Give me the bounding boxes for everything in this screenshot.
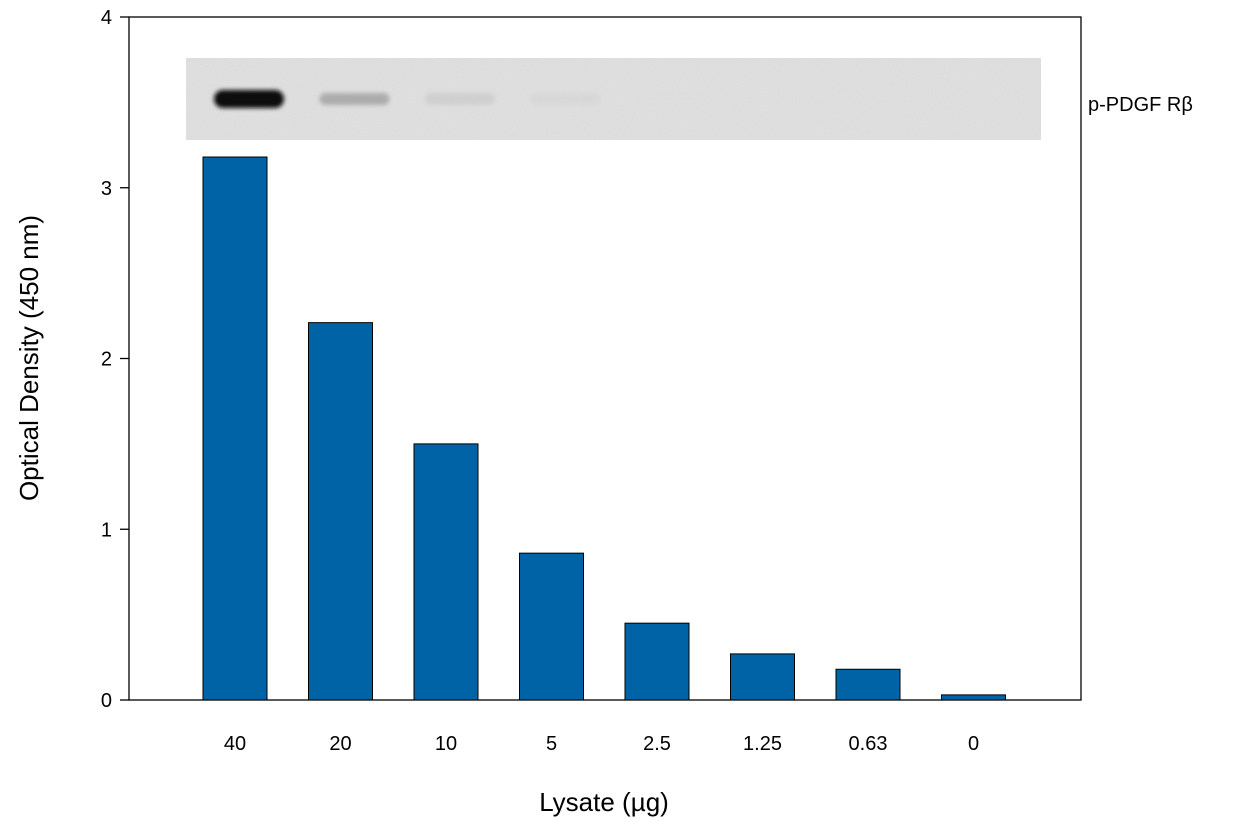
y-axis-ticks (120, 16, 129, 701)
blot-band (425, 93, 495, 105)
blot-band (636, 93, 706, 105)
x-axis-title: Lysate (µg) (539, 787, 669, 817)
bar (413, 443, 479, 701)
blot-band (214, 90, 284, 108)
x-tick-label: 20 (329, 733, 351, 755)
y-axis-title: Optical Density (450 nm) (14, 215, 44, 501)
x-tick-label: 2.5 (643, 733, 671, 755)
bar (835, 668, 901, 701)
x-axis-tick-labels: 40 20 10 5 2.5 1.25 0.63 0 (224, 733, 979, 755)
bar (308, 322, 373, 701)
y-tick-label: 3 (101, 178, 112, 200)
blot-band (319, 93, 390, 105)
x-tick-label: 0 (968, 733, 979, 755)
x-tick-label: 5 (546, 733, 557, 755)
bar (519, 552, 584, 701)
y-tick-label: 2 (101, 349, 112, 371)
x-tick-label: 40 (224, 733, 246, 755)
western-blot-inset (186, 58, 1041, 140)
blot-band (530, 93, 601, 105)
x-tick-label: 1.25 (743, 733, 782, 755)
y-tick-label: 0 (101, 690, 112, 712)
blot-label: p-PDGF Rβ (1088, 94, 1193, 116)
blot-texture (186, 58, 1041, 140)
y-tick-label: 4 (101, 7, 112, 29)
y-axis-tick-labels: 0 1 2 3 4 (101, 7, 112, 712)
bar (730, 653, 795, 701)
blot-bands (214, 90, 706, 108)
y-tick-label: 1 (101, 519, 112, 541)
bars (202, 156, 1006, 701)
bar (624, 622, 690, 701)
bar (941, 694, 1006, 701)
x-tick-label: 0.63 (849, 733, 888, 755)
x-tick-label: 10 (435, 733, 457, 755)
bar (202, 156, 268, 701)
